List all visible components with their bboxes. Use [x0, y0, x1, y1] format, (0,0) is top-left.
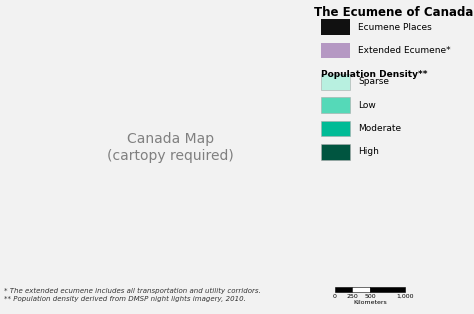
Bar [353, 287, 370, 292]
Text: Population Density**: Population Density** [321, 70, 428, 79]
FancyBboxPatch shape [321, 43, 350, 58]
FancyBboxPatch shape [321, 97, 350, 113]
Text: 500: 500 [364, 294, 376, 299]
Text: ** Population density derived from DMSP night lights imagery, 2010.: ** Population density derived from DMSP … [4, 296, 246, 302]
Text: Extended Ecumene*: Extended Ecumene* [358, 46, 451, 55]
Text: 1,000: 1,000 [396, 294, 414, 299]
FancyBboxPatch shape [321, 121, 350, 136]
Text: * The extended ecumene includes all transportation and utility corridors.: * The extended ecumene includes all tran… [4, 288, 261, 294]
Text: Low: Low [358, 100, 376, 110]
Text: 250: 250 [346, 294, 358, 299]
Text: Kilometers: Kilometers [353, 300, 387, 305]
Text: The Ecumene of Canada: The Ecumene of Canada [314, 6, 473, 19]
FancyBboxPatch shape [321, 74, 350, 89]
Text: High: High [358, 147, 379, 156]
Text: Canada Map
(cartopy required): Canada Map (cartopy required) [107, 133, 234, 163]
Bar [335, 287, 353, 292]
Text: Sparse: Sparse [358, 77, 389, 86]
FancyBboxPatch shape [321, 19, 350, 35]
Text: Moderate: Moderate [358, 124, 401, 133]
FancyBboxPatch shape [321, 144, 350, 160]
Text: Ecumene Places: Ecumene Places [358, 23, 432, 32]
Bar [370, 287, 405, 292]
Text: 0: 0 [333, 294, 337, 299]
